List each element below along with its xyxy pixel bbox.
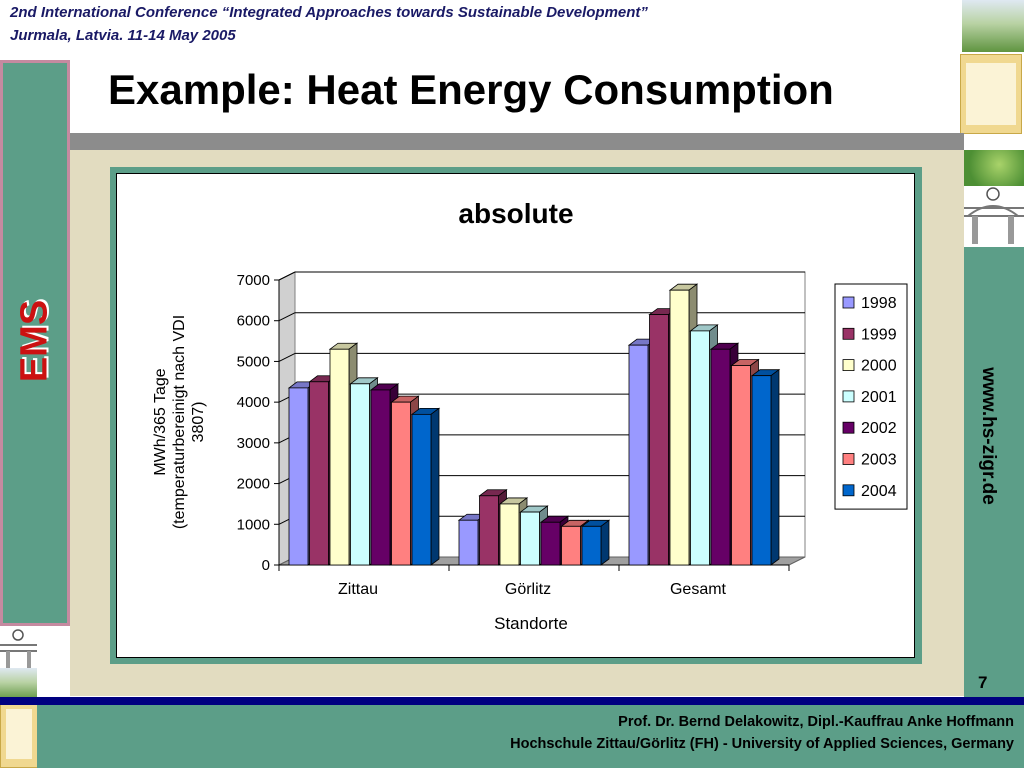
bar-side — [770, 368, 780, 566]
y-tick-label: 5000 — [237, 353, 270, 370]
page-number: 7 — [978, 673, 988, 692]
legend-label: 2004 — [861, 483, 897, 500]
bar-chart: 0 1000 2000 3000 4000 5000 6000 7000 Zittau Görli… — [152, 198, 908, 633]
bar — [690, 330, 710, 566]
legend-label: 2001 — [861, 389, 897, 406]
chart-area: 0 1000 2000 3000 4000 5000 6000 7000 Zittau Görli… — [116, 173, 915, 658]
legend-swatch — [842, 484, 855, 497]
legend-label: 1998 — [861, 295, 897, 312]
footer-institution: Hochschule Zittau/Görlitz (FH) - Univers… — [510, 736, 1014, 752]
x-tick-label: Gesamt — [670, 581, 727, 598]
legend-label: 2002 — [861, 420, 897, 437]
legend-swatch — [842, 327, 855, 340]
legend-label: 2003 — [861, 452, 897, 469]
bar — [391, 401, 411, 566]
bar — [581, 525, 602, 566]
bar — [710, 348, 731, 566]
website-url: www.hs-zigr.de — [978, 367, 999, 505]
x-tick-label: Zittau — [338, 581, 378, 598]
y-axis-label: MWh/365 Tage (temperaturbereinigt nach VD… — [152, 315, 207, 529]
y-tick-label: 3000 — [237, 435, 270, 452]
legend-swatch — [842, 359, 855, 372]
certificate-thumbnail — [960, 54, 1022, 134]
bar — [288, 387, 309, 566]
bar — [309, 381, 329, 566]
legend-swatch — [842, 421, 855, 434]
bar — [561, 525, 581, 566]
right-sidebar — [964, 247, 1024, 697]
slide-title: Example: Heat Energy Consumption — [108, 66, 834, 113]
footer-divider-bar — [0, 697, 1024, 705]
y-tick-label: 6000 — [237, 313, 270, 330]
title-divider-bar — [70, 133, 964, 150]
footer-authors: Prof. Dr. Bernd Delakowitz, Dipl.-Kauffr… — [618, 714, 1014, 730]
bar — [520, 511, 540, 566]
gridline-diagonal — [278, 352, 296, 362]
bar — [411, 413, 432, 566]
y-tick-label: 4000 — [237, 394, 270, 411]
footer-background — [37, 705, 1024, 768]
bar — [479, 495, 499, 566]
x-tick-label: Görlitz — [505, 581, 551, 598]
gridline-diagonal — [278, 271, 296, 281]
y-tick-label: 1000 — [237, 516, 270, 533]
y-tick-label: 2000 — [237, 476, 270, 493]
bar — [540, 521, 561, 566]
conference-title: 2nd International Conference “Integrated… — [10, 4, 648, 21]
y-tick-label: 7000 — [237, 272, 270, 289]
bar — [731, 365, 751, 566]
leaf-photo-thumbnail — [962, 150, 1024, 186]
legend-label: 2000 — [861, 358, 897, 375]
legend-swatch — [842, 390, 855, 403]
bar — [649, 314, 669, 566]
left-sidebar — [3, 63, 67, 623]
bar-side — [430, 407, 440, 566]
bar — [329, 348, 350, 566]
bar — [628, 344, 649, 566]
conference-location: Jurmala, Latvia. 11-14 May 2005 — [10, 27, 236, 44]
y-tick-label: 0 — [262, 557, 270, 574]
bridge-photo-thumbnail — [962, 186, 1024, 246]
bridge-photo-thumbnail-left — [0, 628, 37, 668]
bar — [350, 383, 370, 566]
x-axis-label: Standorte — [494, 614, 568, 633]
bar — [370, 389, 391, 566]
bar — [669, 289, 690, 566]
bar-side — [600, 519, 610, 566]
grass-photo-thumbnail — [962, 0, 1024, 52]
gridline-diagonal — [278, 312, 296, 322]
chart-title: absolute — [458, 198, 573, 229]
bar — [458, 519, 479, 566]
legend-swatch — [842, 296, 855, 309]
ems-logo-text: EMS — [13, 299, 56, 383]
legend-box — [834, 283, 908, 510]
legend-label: 1999 — [861, 326, 897, 343]
legend-swatch — [842, 453, 855, 465]
bar — [499, 503, 520, 566]
certificate-thumbnail-left — [0, 700, 38, 768]
grass-photo-thumbnail-left — [0, 668, 37, 700]
bar — [751, 375, 772, 566]
